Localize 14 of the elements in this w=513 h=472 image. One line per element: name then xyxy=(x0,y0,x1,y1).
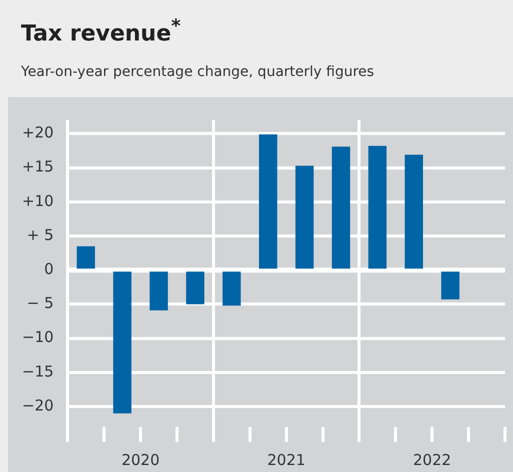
y-tick-label: −10 xyxy=(22,328,54,346)
text: 2022 xyxy=(413,450,452,469)
chart-title: Tax revenue$^{*}$ xyxy=(21,16,181,46)
text: 2021 xyxy=(267,450,306,469)
y-tick-label: − 5 xyxy=(26,294,54,312)
y-tick-label: + 5 xyxy=(26,226,54,244)
chart-subtitle: Year-on-year percentage change, quarterly figures xyxy=(21,64,374,80)
y-tick-label: +10 xyxy=(22,192,54,210)
y-tick-label: −15 xyxy=(22,362,54,380)
y-tick-label: +15 xyxy=(22,158,54,176)
y-tick-label: −20 xyxy=(22,396,54,414)
y-tick-label: +20 xyxy=(22,124,54,142)
text: 2020 xyxy=(121,450,160,469)
y-tick-label: 0 xyxy=(44,260,54,278)
